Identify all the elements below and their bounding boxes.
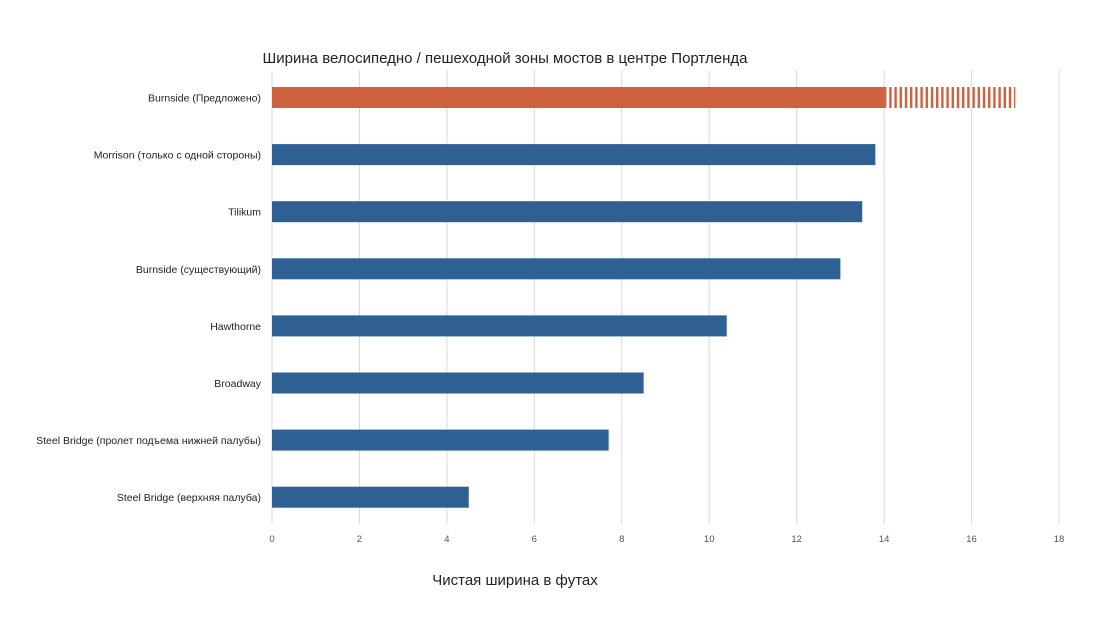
category-label: Burnside (Предложено): [148, 93, 261, 105]
bar: [272, 486, 469, 508]
chart-title: Ширина велосипедно / пешеходной зоны мос…: [262, 50, 748, 67]
category-labels: Burnside (Предложено) Morrison (только с …: [36, 93, 262, 505]
category-label: Tilikum: [228, 207, 261, 219]
bar: [272, 258, 841, 280]
category-label: Morrison (только с одной стороны): [94, 150, 261, 162]
category-label: Steel Bridge (верхняя палуба): [117, 492, 261, 504]
x-tick-label: 16: [966, 534, 977, 545]
bar: [272, 315, 727, 337]
bar: [272, 201, 863, 223]
bars: [272, 87, 1016, 508]
x-tick-label: 4: [444, 534, 449, 545]
bar: [272, 144, 876, 166]
x-tick-labels: 0 2 4 6 8 10 12 14 16 18: [269, 534, 1064, 545]
category-label: Hawthorne: [210, 321, 261, 333]
x-tick-label: 8: [619, 534, 624, 545]
bar: [272, 429, 609, 451]
grid-lines: [271, 70, 1060, 524]
bar: [272, 87, 885, 108]
x-tick-label: 10: [704, 534, 715, 545]
bar-extension: [884, 87, 1016, 108]
category-label: Burnside (существующий): [136, 264, 261, 276]
x-tick-label: 0: [269, 534, 274, 545]
bar: [272, 372, 644, 394]
x-tick-label: 14: [879, 534, 890, 545]
category-label: Steel Bridge (пролет подъема нижней палу…: [36, 435, 261, 447]
x-tick-label: 2: [357, 534, 362, 545]
x-tick-label: 12: [791, 534, 802, 545]
x-tick-label: 6: [532, 534, 537, 545]
category-label: Broadway: [214, 378, 261, 390]
x-tick-label: 18: [1054, 534, 1065, 545]
x-axis-label: Чистая ширина в футах: [432, 572, 598, 589]
